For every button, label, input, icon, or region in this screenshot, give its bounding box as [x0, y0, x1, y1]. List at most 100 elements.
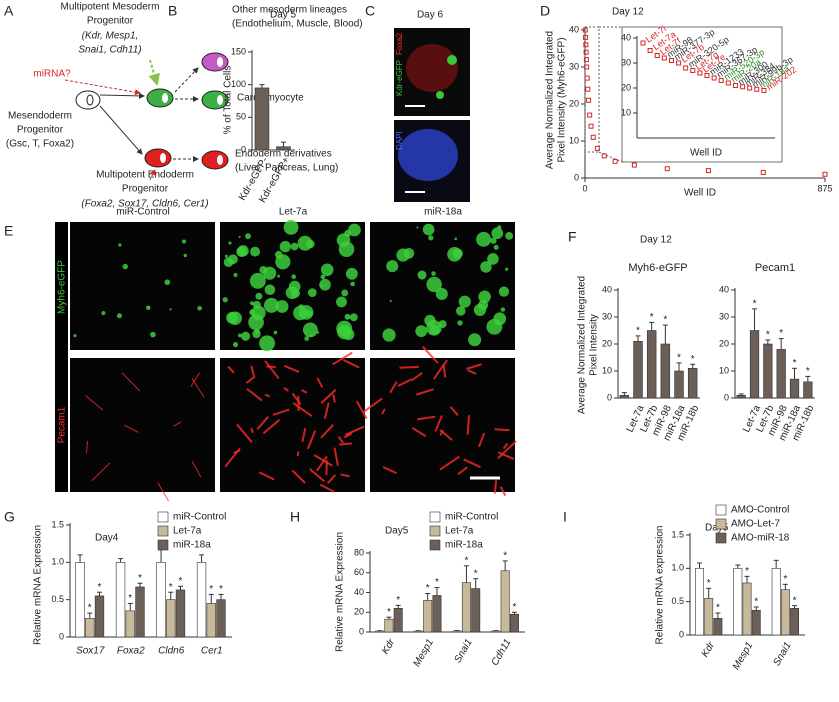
- bar: [619, 394, 630, 399]
- stain: [264, 284, 276, 296]
- stain: [338, 241, 355, 257]
- y-tick-label: 0: [724, 392, 729, 402]
- point: [725, 80, 731, 86]
- stain: [292, 402, 313, 417]
- stain: [316, 377, 324, 388]
- stain: [91, 462, 111, 481]
- stain: [255, 292, 263, 300]
- stain: [486, 318, 503, 335]
- stain: [264, 360, 280, 380]
- bar: [776, 349, 786, 399]
- bar: [713, 618, 723, 636]
- bar: [461, 582, 471, 633]
- label: Progenitor: [122, 184, 169, 195]
- arrow: [99, 92, 145, 99]
- zoom-box: [584, 26, 600, 153]
- y-tick-label: 0: [359, 626, 364, 636]
- y-tick-label: 20: [602, 338, 612, 348]
- x-tick-label: 875: [817, 183, 832, 193]
- row-label: Myh6-eGFP: [57, 260, 68, 314]
- point: [587, 112, 593, 118]
- legend-label: miR-18a: [173, 540, 211, 551]
- stain: [468, 333, 482, 347]
- stain: [238, 235, 241, 239]
- legend-swatch: [715, 532, 727, 544]
- y-tick-label: 1.0: [671, 563, 684, 573]
- stain: [250, 365, 256, 379]
- panel-label: B: [168, 3, 177, 19]
- stain: [399, 365, 419, 369]
- stain: [480, 261, 492, 273]
- stain: [342, 328, 355, 341]
- stain: [452, 248, 463, 259]
- stain: [181, 239, 187, 244]
- image: [70, 222, 215, 350]
- bar: [704, 598, 714, 636]
- x-tick-label: Snai1: [452, 637, 474, 665]
- stain: [342, 359, 360, 369]
- stain: [397, 378, 413, 387]
- legend-label: AMO-miR-18: [731, 533, 790, 544]
- significance: *: [745, 566, 749, 577]
- significance: *: [396, 595, 400, 606]
- significance: *: [677, 353, 681, 364]
- legend-label: AMO-Control: [731, 505, 789, 516]
- stain: [398, 129, 458, 181]
- point: [668, 58, 674, 63]
- stain: [241, 331, 251, 341]
- x-tick-label: Mesp1: [731, 640, 756, 671]
- bar: [125, 610, 135, 638]
- y-tick-label: 40: [719, 284, 729, 294]
- stain: [478, 290, 491, 304]
- stain: [307, 288, 317, 297]
- y-tick-label: 80: [354, 547, 364, 557]
- stain: [344, 313, 351, 320]
- channel-label: Foxa2: [395, 32, 404, 55]
- stain: [326, 474, 337, 484]
- y-tick-label: 30: [621, 57, 631, 67]
- label: Multipotent Mesoderm: [61, 2, 160, 13]
- stain: [386, 260, 399, 273]
- point: [631, 162, 637, 168]
- stain: [224, 447, 241, 468]
- stain: [301, 428, 307, 443]
- point: [718, 78, 724, 83]
- significance: *: [691, 354, 695, 365]
- stain: [274, 250, 283, 259]
- stain: [442, 364, 447, 378]
- stain: [263, 266, 277, 280]
- stain: [466, 415, 471, 435]
- stain: [320, 423, 334, 439]
- stain: [190, 372, 201, 387]
- stain: [183, 253, 188, 258]
- point: [705, 168, 711, 174]
- y-tick-label: 30: [569, 61, 579, 71]
- significance: *: [663, 315, 667, 326]
- stain: [505, 267, 509, 271]
- legend-swatch: [157, 525, 169, 537]
- stain: [258, 471, 275, 481]
- stain: [275, 300, 289, 313]
- stain: [236, 423, 253, 443]
- x-tick-label: Mesp1: [411, 637, 436, 668]
- diagram: Multipotent Mesoderm Progenitor (Kdr, Me…: [6, 2, 363, 210]
- stain: [290, 242, 299, 251]
- bar: [85, 618, 95, 638]
- significance: *: [426, 583, 430, 594]
- y-tick-label: 20: [569, 98, 579, 108]
- bar: [94, 595, 105, 638]
- significance: *: [169, 582, 173, 593]
- stain: [439, 455, 460, 471]
- bar: [633, 340, 643, 399]
- stain: [497, 440, 517, 460]
- point: [588, 123, 594, 129]
- stain: [457, 320, 463, 326]
- stain: [118, 243, 122, 247]
- label: Cardiomyocyte: [237, 93, 304, 104]
- y-tick-label: 60: [354, 567, 364, 577]
- significance: *: [138, 573, 142, 584]
- stain: [463, 458, 481, 469]
- significance: *: [650, 312, 654, 323]
- legend-swatch: [157, 511, 169, 523]
- point: [822, 171, 828, 177]
